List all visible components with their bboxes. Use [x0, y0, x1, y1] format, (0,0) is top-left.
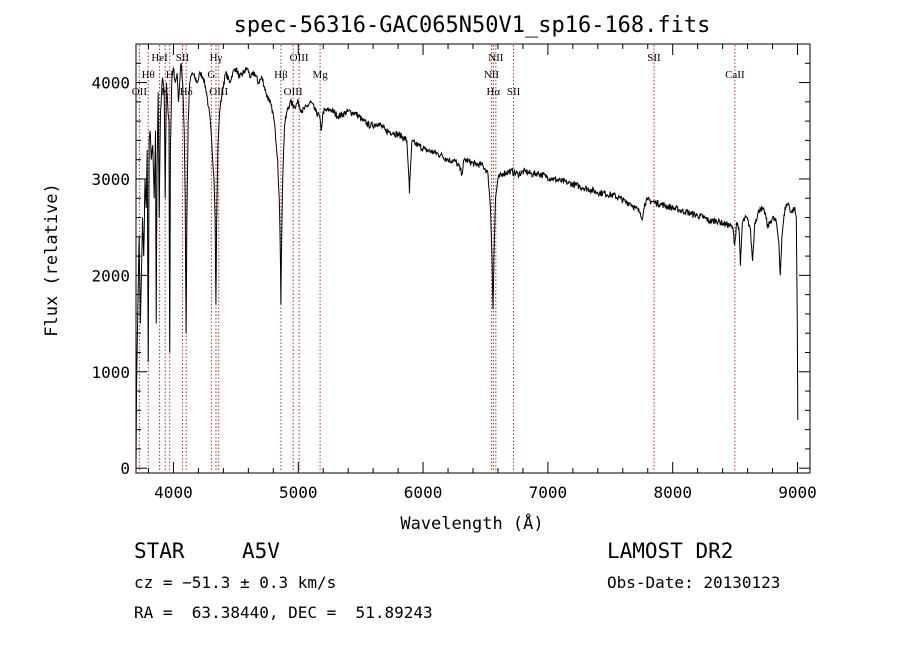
line-marker-label: Hγ [210, 52, 223, 64]
y-axis-label: Flux (relative) [42, 183, 62, 337]
object-subclass: A5V [242, 539, 280, 563]
x-axis-label: Wavelength (Å) [400, 512, 543, 534]
y-tick-label: 4000 [91, 74, 130, 93]
plot-frame [135, 43, 811, 474]
line-marker-label: Hα [486, 86, 500, 98]
line-marker-label: Hβ [274, 69, 288, 81]
line-marker-label: OII [132, 86, 148, 98]
line-marker-label: Mg [312, 69, 328, 81]
line-marker-label: CaII [725, 69, 745, 81]
line-marker-label: Hδ [180, 86, 193, 98]
obs-date: Obs-Date: 20130123 [607, 573, 781, 592]
emission-line-markers [138, 45, 736, 472]
line-marker-label: NII [488, 52, 504, 64]
x-tick-label: 5000 [279, 483, 318, 502]
x-tick-label: 7000 [529, 483, 568, 502]
line-marker-label: K [161, 86, 169, 98]
line-marker-label: SII [647, 52, 661, 64]
y-axis: 0 1000 2000 3000 4000 [91, 43, 810, 478]
x-tick-label: 6000 [404, 483, 443, 502]
x-tick-label: 8000 [653, 483, 692, 502]
x-axis: 4000 5000 6000 7000 8000 9000 [147, 44, 817, 502]
line-marker-label: H [166, 69, 174, 81]
survey-label: LAMOST DR2 [607, 539, 734, 563]
x-tick-label: 4000 [154, 483, 193, 502]
chart-title: spec-56316-GAC065N50V1_sp16-168.fits [234, 13, 711, 38]
line-marker-label: G [207, 69, 215, 81]
y-tick-label: 1000 [91, 363, 130, 382]
line-marker-label: OIII [209, 86, 228, 98]
object-class: STAR [134, 539, 185, 563]
line-marker-label: SII [176, 52, 190, 64]
line-marker-label: OIII [290, 52, 309, 64]
line-marker-label: Hθ [142, 69, 155, 81]
line-marker-label: SII [507, 86, 521, 98]
y-tick-label: 0 [120, 459, 130, 478]
redshift-value: cz = −51.3 ± 0.3 km/s [134, 573, 337, 592]
line-marker-label: HeI [151, 52, 168, 64]
line-marker-label: NII [484, 69, 500, 81]
coordinates: RA = 63.38440, DEC = 51.89243 [134, 603, 433, 622]
y-tick-label: 2000 [91, 266, 130, 285]
y-tick-label: 3000 [91, 170, 130, 189]
line-marker-label: OIII [284, 86, 303, 98]
spectrum-line [135, 63, 799, 469]
x-tick-label: 9000 [778, 483, 817, 502]
